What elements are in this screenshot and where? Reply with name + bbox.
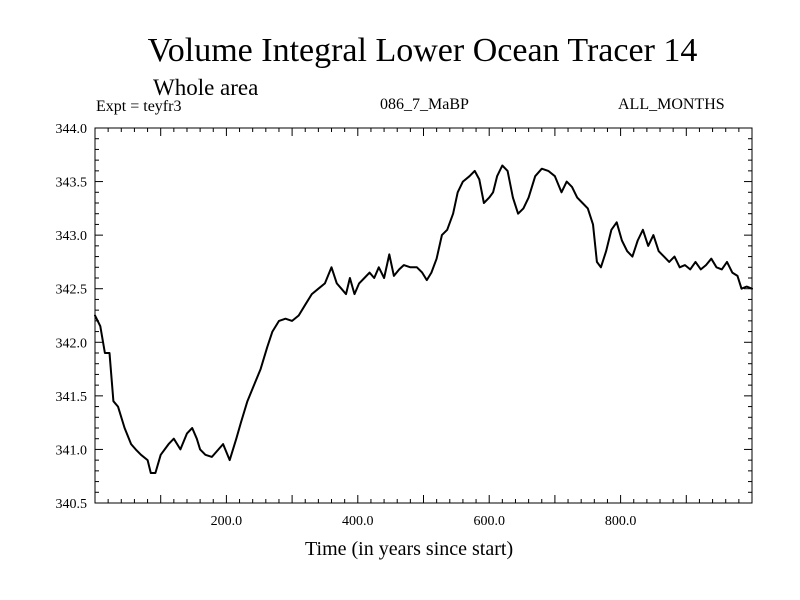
x-tick-label: 400.0 bbox=[342, 514, 374, 529]
plot-frame bbox=[94, 127, 753, 504]
y-tick-label: 341.5 bbox=[56, 390, 88, 405]
x-axis-label: Time (in years since start) bbox=[305, 538, 514, 560]
y-tick-label: 343.0 bbox=[56, 229, 88, 244]
x-tick-label: 800.0 bbox=[605, 514, 637, 529]
x-tick-label: 600.0 bbox=[473, 514, 505, 529]
run-label: 086_7_MaBP bbox=[380, 96, 469, 113]
y-tick-label: 341.0 bbox=[56, 443, 88, 458]
x-tick-label: 200.0 bbox=[211, 514, 243, 529]
months-label: ALL_MONTHS bbox=[618, 96, 725, 113]
y-tick-label: 340.5 bbox=[56, 497, 88, 512]
y-tick-label: 344.0 bbox=[56, 122, 88, 137]
y-tick-label: 342.5 bbox=[56, 283, 88, 298]
chart-subtitle: Whole area bbox=[153, 75, 259, 100]
y-tick-label: 342.0 bbox=[56, 336, 88, 351]
experiment-label: Expt = teyfr3 bbox=[96, 98, 182, 115]
chart-title: Volume Integral Lower Ocean Tracer 14 bbox=[147, 32, 698, 69]
series-line bbox=[94, 164, 753, 474]
y-tick-label: 343.5 bbox=[56, 176, 88, 191]
